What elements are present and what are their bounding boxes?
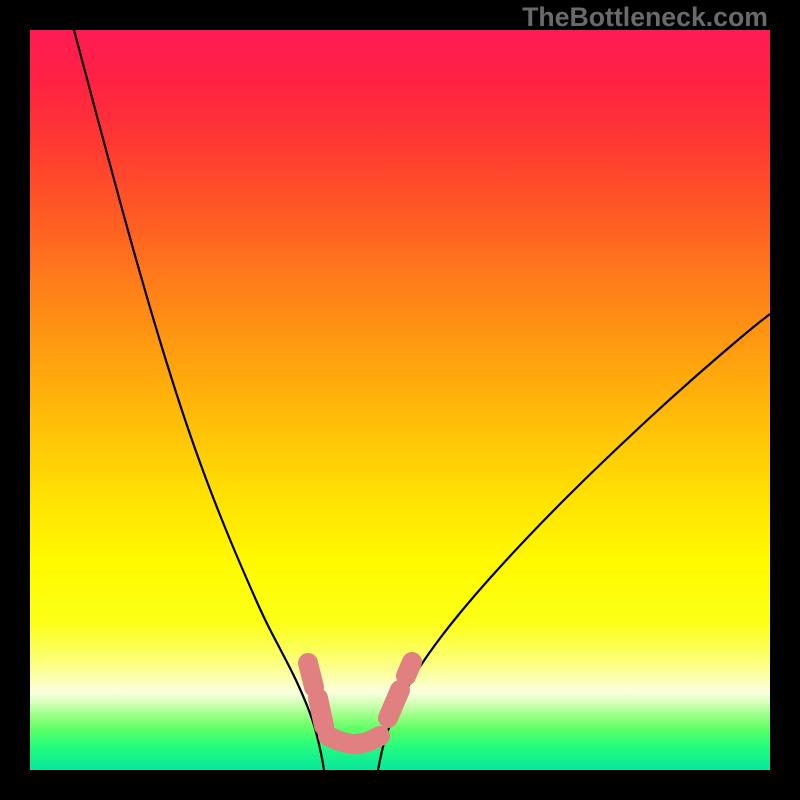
watermark-text: TheBottleneck.com	[522, 2, 768, 33]
chart-container: TheBottleneck.com	[0, 0, 800, 800]
plot-area	[30, 30, 770, 770]
curves-svg	[30, 30, 770, 770]
